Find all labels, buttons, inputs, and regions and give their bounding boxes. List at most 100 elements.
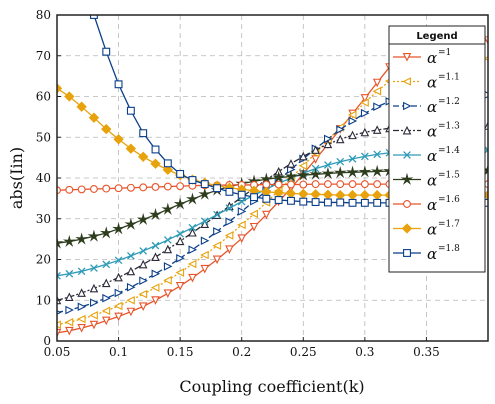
- data-point: [311, 145, 320, 154]
- legend-marker: [403, 151, 411, 159]
- y-tick-label: 60: [36, 90, 51, 104]
- data-point: [151, 252, 160, 262]
- data-point: [175, 268, 185, 277]
- data-point: [57, 271, 61, 280]
- data-point: [299, 180, 308, 189]
- data-point: [323, 180, 332, 189]
- data-point: [112, 222, 125, 235]
- legend-superscript: =1.2: [438, 97, 460, 107]
- data-point: [176, 229, 185, 238]
- legend-superscript: =1.5: [438, 171, 460, 181]
- data-point: [57, 328, 62, 338]
- legend-label: α: [427, 123, 437, 141]
- data-point: [200, 219, 210, 228]
- y-tick-label: 20: [36, 253, 51, 267]
- data-point: [114, 80, 123, 89]
- data-point: [212, 241, 222, 250]
- y-tick-label: 10: [36, 293, 51, 307]
- data-point: [346, 165, 359, 178]
- data-point: [212, 255, 222, 265]
- data-point: [298, 161, 308, 171]
- data-point: [114, 256, 123, 265]
- data-point: [77, 185, 86, 194]
- data-point: [348, 180, 357, 189]
- data-point: [124, 217, 138, 230]
- data-point: [287, 196, 295, 205]
- data-point: [136, 212, 150, 226]
- legend-superscript: =1.7: [438, 220, 460, 230]
- data-point: [57, 320, 61, 329]
- data-point: [336, 180, 345, 189]
- data-point: [348, 154, 357, 163]
- data-point: [175, 236, 185, 246]
- data-point: [62, 234, 76, 248]
- y-axis-ticks: 0 10 20 30 40 50 60 70 80: [36, 8, 61, 348]
- data-point: [311, 180, 320, 189]
- data-point: [64, 91, 75, 102]
- data-point: [360, 152, 369, 161]
- x-tick-label: 0.35: [413, 345, 440, 359]
- data-point: [139, 129, 148, 138]
- data-point: [333, 165, 347, 179]
- data-point: [358, 165, 372, 178]
- data-point: [347, 110, 357, 120]
- data-point: [150, 283, 160, 292]
- data-point: [162, 164, 174, 176]
- data-point: [262, 194, 271, 203]
- data-point: [89, 298, 99, 307]
- data-point: [90, 264, 98, 272]
- data-point: [102, 260, 111, 269]
- data-point: [125, 143, 137, 154]
- y-tick-label: 50: [36, 130, 51, 144]
- data-point: [323, 198, 332, 207]
- data-point: [138, 259, 148, 269]
- data-point: [213, 227, 222, 236]
- data-point: [296, 168, 310, 181]
- data-point: [138, 289, 148, 299]
- data-point: [373, 102, 382, 111]
- legend-item: α =1.2: [393, 97, 460, 116]
- data-point: [176, 182, 185, 191]
- data-point: [360, 94, 370, 103]
- data-point: [161, 202, 175, 215]
- data-point: [126, 106, 135, 115]
- data-point: [188, 227, 197, 237]
- legend-item: α =1.6: [393, 195, 460, 214]
- legend-superscript: =1.4: [438, 146, 460, 156]
- data-point: [127, 251, 135, 260]
- x-tick-label: 0.2: [232, 345, 251, 359]
- data-point: [298, 151, 308, 161]
- data-point: [176, 169, 185, 178]
- data-point: [360, 98, 369, 107]
- data-point: [101, 123, 112, 135]
- data-point: [188, 176, 197, 184]
- data-point: [311, 155, 320, 164]
- legend-label: α: [427, 98, 437, 116]
- data-point: [360, 108, 370, 118]
- legend-superscript: =1.6: [438, 195, 460, 205]
- data-point: [77, 324, 86, 333]
- y-tick-label: 40: [36, 171, 51, 185]
- data-point: [274, 196, 283, 204]
- data-point: [101, 278, 111, 288]
- data-point: [65, 292, 74, 301]
- data-point: [102, 184, 111, 193]
- data-point: [99, 226, 113, 239]
- data-point: [188, 223, 197, 232]
- data-point: [65, 305, 74, 315]
- data-point: [89, 185, 98, 193]
- data-point: [150, 158, 161, 169]
- data-point: [348, 116, 358, 126]
- data-point: [126, 183, 135, 192]
- data-point: [102, 47, 111, 56]
- data-point: [163, 275, 172, 285]
- data-point: [213, 184, 222, 193]
- data-point: [151, 183, 160, 191]
- legend-superscript: =1.8: [438, 244, 460, 254]
- data-point: [65, 185, 74, 194]
- data-point: [114, 184, 123, 193]
- data-point: [57, 186, 61, 195]
- data-point: [76, 314, 86, 324]
- data-point: [250, 193, 258, 202]
- data-point: [372, 78, 382, 88]
